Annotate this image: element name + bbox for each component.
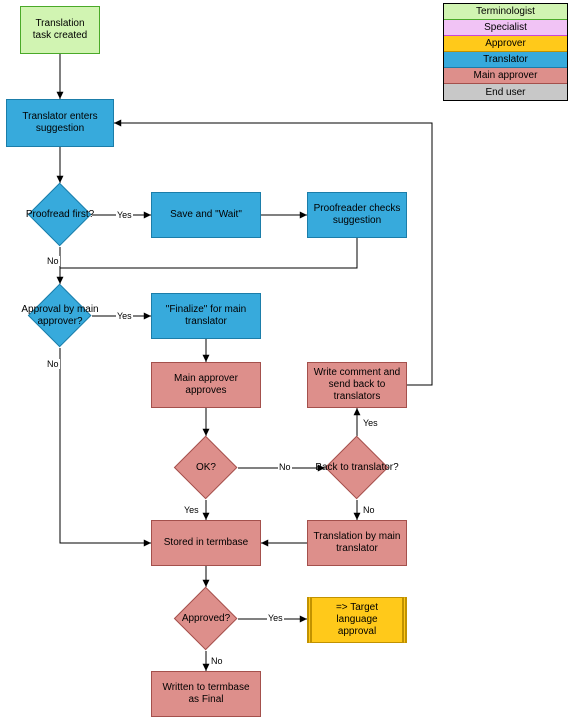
edge-label: No bbox=[210, 656, 224, 666]
legend-item: End user bbox=[444, 84, 567, 100]
flowchart-node: Save and "Wait" bbox=[151, 192, 261, 238]
edge-label: Yes bbox=[362, 418, 379, 428]
flowchart-node: Write comment and send back to translato… bbox=[307, 362, 407, 408]
legend: TerminologistSpecialistApproverTranslato… bbox=[443, 3, 568, 101]
legend-item: Translator bbox=[444, 52, 567, 68]
flowchart-node: Stored in termbase bbox=[151, 520, 261, 566]
edge-label: No bbox=[278, 462, 292, 472]
flowchart-node: Translation task created bbox=[20, 6, 100, 54]
flowchart-decision: OK? bbox=[174, 436, 238, 500]
legend-item: Approver bbox=[444, 36, 567, 52]
edge-label: Yes bbox=[116, 311, 133, 321]
edge-label: Yes bbox=[183, 505, 200, 515]
flowchart-decision: Back to translator? bbox=[325, 436, 389, 500]
legend-item: Specialist bbox=[444, 20, 567, 36]
legend-item: Terminologist bbox=[444, 4, 567, 20]
flowchart-edge bbox=[60, 238, 357, 268]
flowchart-decision: Approved? bbox=[174, 587, 238, 651]
flowchart-node: => Target language approval bbox=[307, 597, 407, 643]
flowchart-node: "Finalize" for main translator bbox=[151, 293, 261, 339]
edge-label: Yes bbox=[116, 210, 133, 220]
flowchart-edge bbox=[114, 123, 432, 385]
flowchart-node: Translation by main translator bbox=[307, 520, 407, 566]
legend-item: Main approver bbox=[444, 68, 567, 84]
flowchart-node: Written to termbase as Final bbox=[151, 671, 261, 717]
edge-label: No bbox=[46, 359, 60, 369]
flowchart-node: Main approver approves bbox=[151, 362, 261, 408]
flowchart-edge bbox=[60, 348, 151, 543]
flowchart-node: Translator enters suggestion bbox=[6, 99, 114, 147]
flowchart-decision: Proofread first? bbox=[28, 183, 92, 247]
flowchart-decision: Approval by main approver? bbox=[28, 284, 92, 348]
edge-label: No bbox=[46, 256, 60, 266]
edge-label: Yes bbox=[267, 613, 284, 623]
flowchart-node: Proofreader checks suggestion bbox=[307, 192, 407, 238]
edge-label: No bbox=[362, 505, 376, 515]
